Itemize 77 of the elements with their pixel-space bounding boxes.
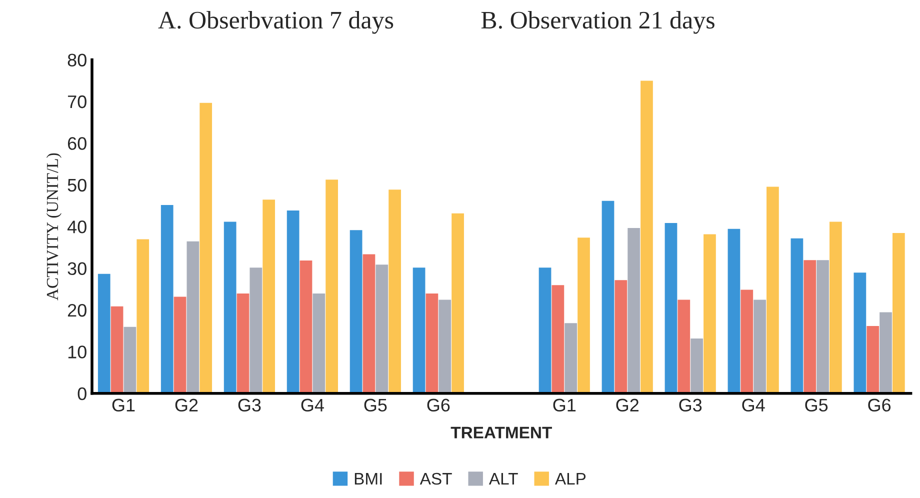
bar <box>174 296 186 394</box>
bar <box>412 268 426 394</box>
bar <box>388 190 401 394</box>
bar <box>98 274 110 394</box>
y-tick-label: 20 <box>68 304 86 317</box>
y-tick-label: 30 <box>68 262 86 276</box>
bar <box>766 186 779 394</box>
y-tick-label: 10 <box>68 346 86 358</box>
x-tick-label: G3 <box>238 398 261 412</box>
text: A. Obserbvation 7 days <box>158 11 394 34</box>
bar <box>690 338 703 394</box>
bar <box>602 200 614 394</box>
y-axis-title: ACTIVITY (UNIT/L) <box>46 153 62 300</box>
text: B. Observation 21 days <box>481 11 714 34</box>
bar <box>704 234 716 394</box>
x-tick-label: G5 <box>805 398 828 412</box>
x-tick-label: G3 <box>679 398 702 412</box>
bar <box>186 241 200 394</box>
bar <box>224 222 236 394</box>
x-tick-label: G6 <box>868 398 891 412</box>
y-tick-label: 60 <box>68 137 86 150</box>
x-tick-label: G2 <box>175 398 198 412</box>
bar <box>578 238 590 394</box>
x-tick-label: G1 <box>112 398 135 412</box>
bar <box>790 238 804 394</box>
y-tick-label: 80 <box>68 54 86 66</box>
bar <box>452 213 464 394</box>
x-tick-label: G4 <box>301 398 324 412</box>
bar <box>110 306 124 394</box>
bar <box>640 80 653 394</box>
y-tick-label: 70 <box>68 95 86 108</box>
x-tick-label: G5 <box>364 398 387 412</box>
bar <box>628 228 640 394</box>
x-tick-label: G1 <box>553 398 576 412</box>
bar <box>136 239 150 394</box>
bar <box>816 260 829 394</box>
bar <box>312 293 326 394</box>
bar <box>376 264 388 394</box>
legend-label: ALP <box>554 473 586 485</box>
bar <box>866 326 880 394</box>
bar <box>552 285 564 394</box>
bar <box>678 300 690 394</box>
y-tick-label: 40 <box>67 220 86 234</box>
x-axis-title: TREATMENT <box>450 426 552 438</box>
bar <box>728 228 740 394</box>
bar <box>200 102 212 394</box>
bar <box>854 272 866 394</box>
bar <box>250 268 262 394</box>
bar <box>754 300 766 394</box>
bar <box>124 326 136 394</box>
bar <box>892 232 905 394</box>
bar <box>326 180 338 394</box>
bar <box>438 300 452 394</box>
bar <box>300 260 312 394</box>
x-tick-label: G4 <box>742 398 765 412</box>
x-tick-label: G6 <box>427 398 450 412</box>
bar <box>262 200 276 394</box>
bar <box>804 260 816 394</box>
bar <box>362 254 376 394</box>
bar <box>740 290 754 394</box>
bar <box>664 222 678 394</box>
bar <box>830 222 842 394</box>
bar <box>426 293 438 394</box>
bar <box>564 323 578 394</box>
bar <box>236 293 250 394</box>
legend-label: ALT <box>488 473 518 485</box>
x-tick-label: G2 <box>616 398 639 412</box>
legend-label: AST <box>420 472 452 485</box>
bar <box>880 312 892 394</box>
bar <box>160 205 174 394</box>
bar <box>350 230 362 394</box>
y-tick-label: 50 <box>68 178 86 192</box>
bar <box>538 268 552 394</box>
y-tick-label: 0 <box>78 387 86 400</box>
bar <box>286 210 300 394</box>
bar <box>614 280 628 394</box>
legend-label: BMI <box>354 473 382 485</box>
